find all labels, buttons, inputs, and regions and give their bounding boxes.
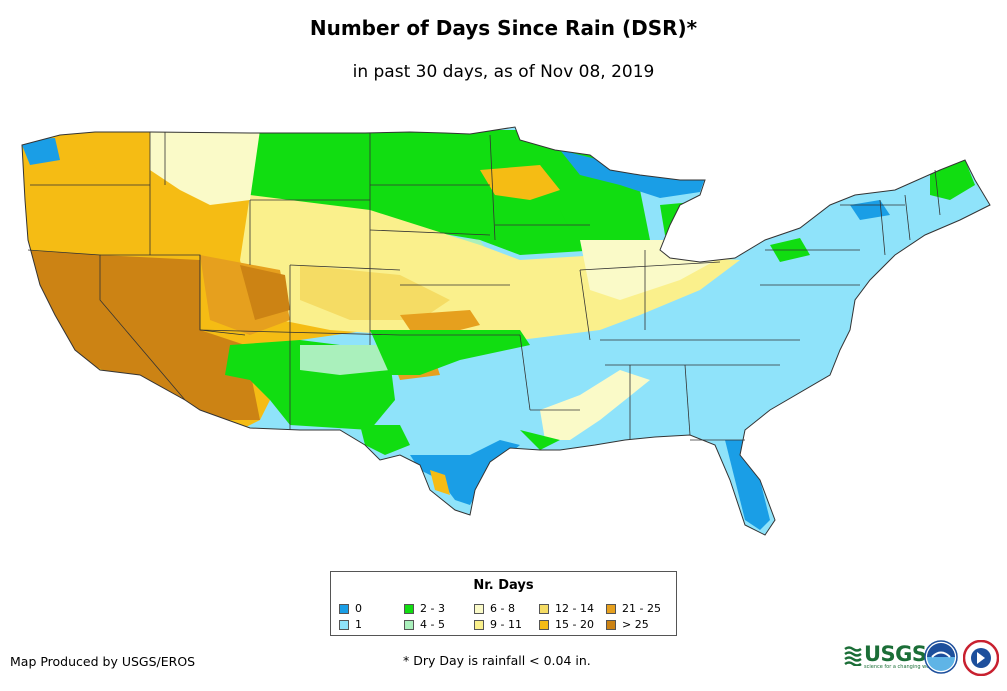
map-credit: Map Produced by USGS/EROS xyxy=(10,654,196,669)
legend-item: 0 xyxy=(339,602,362,615)
legend-swatch xyxy=(404,620,414,630)
legend-label: 4 - 5 xyxy=(420,618,445,631)
usgs-wordmark: USGS xyxy=(864,642,927,666)
legend-item: 4 - 5 xyxy=(404,618,445,631)
nws-logo xyxy=(963,640,999,676)
noaa-logo xyxy=(924,640,958,674)
legend-swatch xyxy=(606,620,616,630)
legend-label: 6 - 8 xyxy=(490,602,515,615)
legend-swatch xyxy=(474,620,484,630)
legend-item: 9 - 11 xyxy=(474,618,522,631)
legend-item: 12 - 14 xyxy=(539,602,594,615)
legend-label: 15 - 20 xyxy=(555,618,594,631)
usgs-waves-icon xyxy=(844,646,862,666)
legend-swatch xyxy=(606,604,616,614)
legend-swatch xyxy=(339,604,349,614)
legend-title: Nr. Days xyxy=(473,578,534,593)
map-title: Number of Days Since Rain (DSR)* xyxy=(309,16,698,40)
legend-label: > 25 xyxy=(622,618,649,631)
legend-item: 1 xyxy=(339,618,362,631)
dsr-map xyxy=(21,126,991,536)
legend-swatch xyxy=(404,604,414,614)
legend-label: 9 - 11 xyxy=(490,618,522,631)
legend-item: > 25 xyxy=(606,618,649,631)
map-subtitle: in past 30 days, as of Nov 08, 2019 xyxy=(352,62,655,82)
map-legend: Nr. Days 0 1 2 - 3 4 - 5 6 - 8 9 - 11 12 - 14 1… xyxy=(330,571,677,636)
legend-item: 2 - 3 xyxy=(404,602,445,615)
legend-swatch xyxy=(339,620,349,630)
legend-label: 21 - 25 xyxy=(622,602,661,615)
legend-item: 21 - 25 xyxy=(606,602,661,615)
usgs-tagline: science for a changing world xyxy=(864,664,936,670)
legend-label: 1 xyxy=(355,618,362,631)
dry-day-footnote: * Dry Day is rainfall < 0.04 in. xyxy=(403,653,591,668)
legend-label: 12 - 14 xyxy=(555,602,594,615)
legend-item: 15 - 20 xyxy=(539,618,594,631)
legend-swatch xyxy=(474,604,484,614)
legend-swatch xyxy=(539,620,549,630)
legend-label: 0 xyxy=(355,602,362,615)
legend-item: 6 - 8 xyxy=(474,602,515,615)
legend-swatch xyxy=(539,604,549,614)
legend-label: 2 - 3 xyxy=(420,602,445,615)
